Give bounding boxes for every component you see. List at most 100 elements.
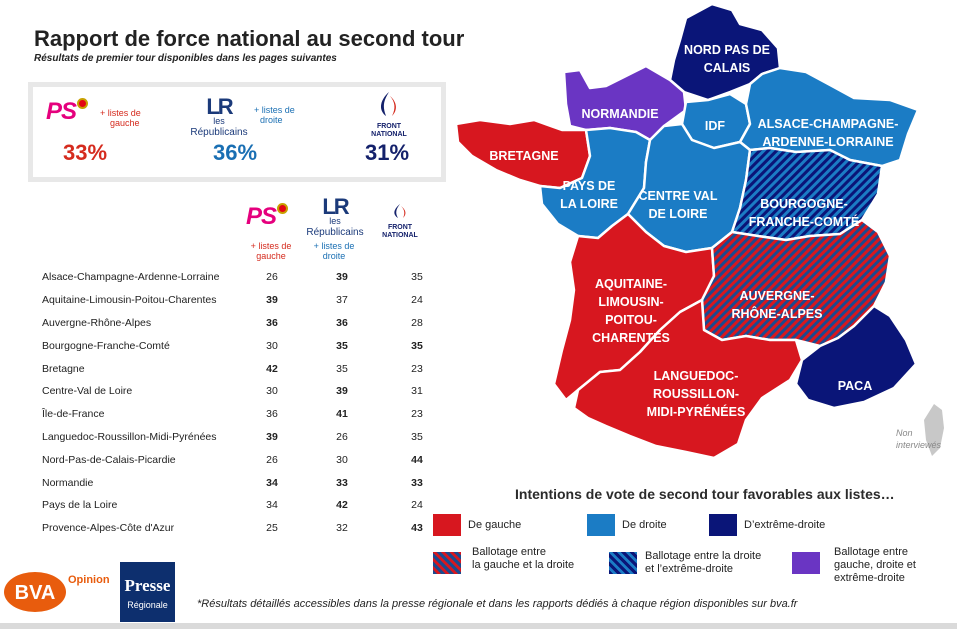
- fn-score: 24: [411, 294, 423, 307]
- table-header-ps-note: + listes de gauche: [250, 241, 292, 261]
- map-label-idf-line1: IDF: [705, 119, 726, 133]
- lr-note: + listes de droite: [254, 105, 295, 125]
- ps-score: 39: [266, 430, 278, 443]
- lr-note-line1: + listes de: [254, 105, 295, 115]
- map-label-normandie-line1: NORMANDIE: [581, 107, 658, 121]
- map-label-bfc-line1: BOURGOGNE-: [760, 197, 848, 211]
- map-label-cvl-line1: CENTRE VAL: [639, 189, 718, 203]
- fn-national-percent: 31%: [365, 140, 410, 165]
- table-row: Aquitaine-Limousin-Poitou-Charentes 39 37 2…: [42, 289, 452, 312]
- map-label-nord-line2: CALAIS: [704, 61, 751, 75]
- region-name: Provence-Alpes-Côte d'Azur: [42, 522, 175, 535]
- table-row: Languedoc-Roussillon-Midi-Pyrénées 39 26 35: [42, 426, 452, 449]
- map-label-pdl-line2: LA LOIRE: [560, 197, 618, 211]
- ps-logo-text: PS: [46, 98, 77, 125]
- ps-note: + listes de gauche: [100, 108, 141, 128]
- fn-score: 35: [411, 339, 423, 352]
- region-name: Île-de-France: [42, 408, 105, 421]
- table-row: Bourgogne-Franche-Comté 30 35 35: [42, 334, 452, 357]
- table-row: Auvergne-Rhône-Alpes 36 36 28: [42, 312, 452, 335]
- map-label-alpc-line3: POITOU-: [605, 313, 657, 327]
- map-label-alpc-line1: AQUITAINE-: [595, 277, 667, 291]
- lr-score: 35: [336, 362, 348, 375]
- lr-logo-mark: LR: [322, 194, 349, 219]
- lr-score: 39: [336, 271, 348, 284]
- legend-label-gauche: De gauche: [468, 519, 522, 531]
- legend-swatch-ballotage-droite-extreme: [609, 552, 637, 574]
- map-label-nord-line1: NORD PAS DE: [684, 43, 770, 57]
- legend-swatch-ballotage-gauche-droite: [433, 552, 461, 574]
- lr-score: 33: [336, 476, 348, 489]
- ps-score: 30: [266, 385, 278, 398]
- lr-score: 32: [336, 522, 348, 535]
- fn-score: 31: [411, 385, 423, 398]
- ps-score: 34: [266, 476, 278, 489]
- regional-results-table: Alsace-Champagne-Ardenne-Lorraine 26 39 35 A…: [42, 266, 452, 540]
- lr-score: 26: [336, 430, 348, 443]
- table-row: Alsace-Champagne-Ardenne-Lorraine 26 39 35: [42, 266, 452, 289]
- ps-score: 26: [266, 271, 278, 284]
- region-name: Centre-Val de Loire: [42, 385, 133, 398]
- fn-score: 33: [411, 476, 423, 489]
- flame-icon: [380, 92, 396, 116]
- map-label-alpc-line4: CHARENTES: [592, 331, 670, 345]
- ps-score: 36: [266, 408, 278, 421]
- region-name: Normandie: [42, 476, 94, 489]
- ps-score: 36: [266, 316, 278, 329]
- fn-logo-text: FRONT NATIONAL: [382, 224, 418, 239]
- legend-label-ballotage-droite-extreme: Ballotage entre la droite et l’extrême-d…: [645, 550, 762, 575]
- presse-regionale-logo: Presse Régionale: [120, 562, 175, 622]
- presse-logo-line2: Régionale: [127, 600, 168, 610]
- ps-score: 34: [266, 499, 278, 512]
- france-regions-map: NORD PAS DE CALAIS NORMANDIE IDF ALSACE-CHAM…: [454, 2, 944, 460]
- ps-score: 26: [266, 453, 278, 466]
- map-label-lrmp-line1: LANGUEDOC-: [654, 369, 739, 383]
- lr-logo-mark: LR: [206, 94, 233, 119]
- ps-logo-text: PS: [246, 203, 277, 230]
- ps-note-line1: + listes de: [100, 108, 141, 118]
- lr-score: 36: [336, 316, 348, 329]
- table-row: Provence-Alpes-Côte d'Azur 25 32 43: [42, 517, 452, 540]
- lr-logo: LR les Républicains: [188, 94, 250, 138]
- map-label-ara-line2: RHÔNE-ALPES: [732, 306, 823, 321]
- legend-swatch-ballotage-all: [792, 552, 820, 574]
- fn-logo: FRONT NATIONAL: [364, 90, 414, 139]
- legend-label-ballotage-gauche-droite: Ballotage entre la gauche et la droite: [472, 546, 575, 571]
- ps-national-percent: 33%: [63, 140, 108, 165]
- region-name: Auvergne-Rhône-Alpes: [42, 316, 152, 329]
- corse-note-line2: interviewés: [896, 440, 942, 450]
- map-label-bfc-line2: FRANCHE-COMTÉ: [749, 214, 859, 229]
- footnote: *Résultats détaillés accessibles dans la…: [197, 598, 798, 610]
- fn-score: 35: [411, 430, 423, 443]
- lr-note-line2: droite: [260, 115, 283, 125]
- ps-score: 30: [266, 339, 278, 352]
- fn-score: 44: [411, 453, 423, 466]
- rose-icon: [277, 203, 289, 214]
- legend-title: Intentions de vote de second tour favora…: [515, 486, 895, 502]
- corse-note-line1: Non: [896, 428, 913, 438]
- region-name: Nord-Pas-de-Calais-Picardie: [42, 453, 176, 466]
- region-name: Bourgogne-Franche-Comté: [42, 339, 170, 352]
- region-name: Aquitaine-Limousin-Poitou-Charentes: [42, 294, 217, 307]
- bva-logo-text: BVA: [15, 582, 56, 604]
- region-name: Bretagne: [42, 362, 85, 375]
- lr-national-percent: 36%: [213, 140, 258, 165]
- legend-label-droite: De droite: [622, 519, 667, 531]
- fn-score: 24: [411, 499, 423, 512]
- bottom-divider: [0, 623, 957, 629]
- table-row: Normandie 34 33 33: [42, 471, 452, 494]
- table-row: Centre-Val de Loire 30 39 31: [42, 380, 452, 403]
- map-label-cvl-line2: DE LOIRE: [648, 207, 707, 221]
- table-row: Pays de la Loire 34 42 24: [42, 494, 452, 517]
- map-label-pdl-line1: PAYS DE: [563, 179, 616, 193]
- page-title: Rapport de force national au second tour: [34, 26, 465, 51]
- flame-icon: [394, 204, 406, 218]
- lr-score: 41: [336, 408, 348, 421]
- fn-score: 23: [411, 362, 423, 375]
- lr-score: 42: [336, 499, 348, 512]
- lr-score: 30: [336, 453, 348, 466]
- map-label-paca-line1: PACA: [838, 379, 873, 393]
- fn-score: 35: [411, 271, 423, 284]
- table-row: Bretagne 42 35 23: [42, 357, 452, 380]
- fn-score: 43: [411, 522, 423, 535]
